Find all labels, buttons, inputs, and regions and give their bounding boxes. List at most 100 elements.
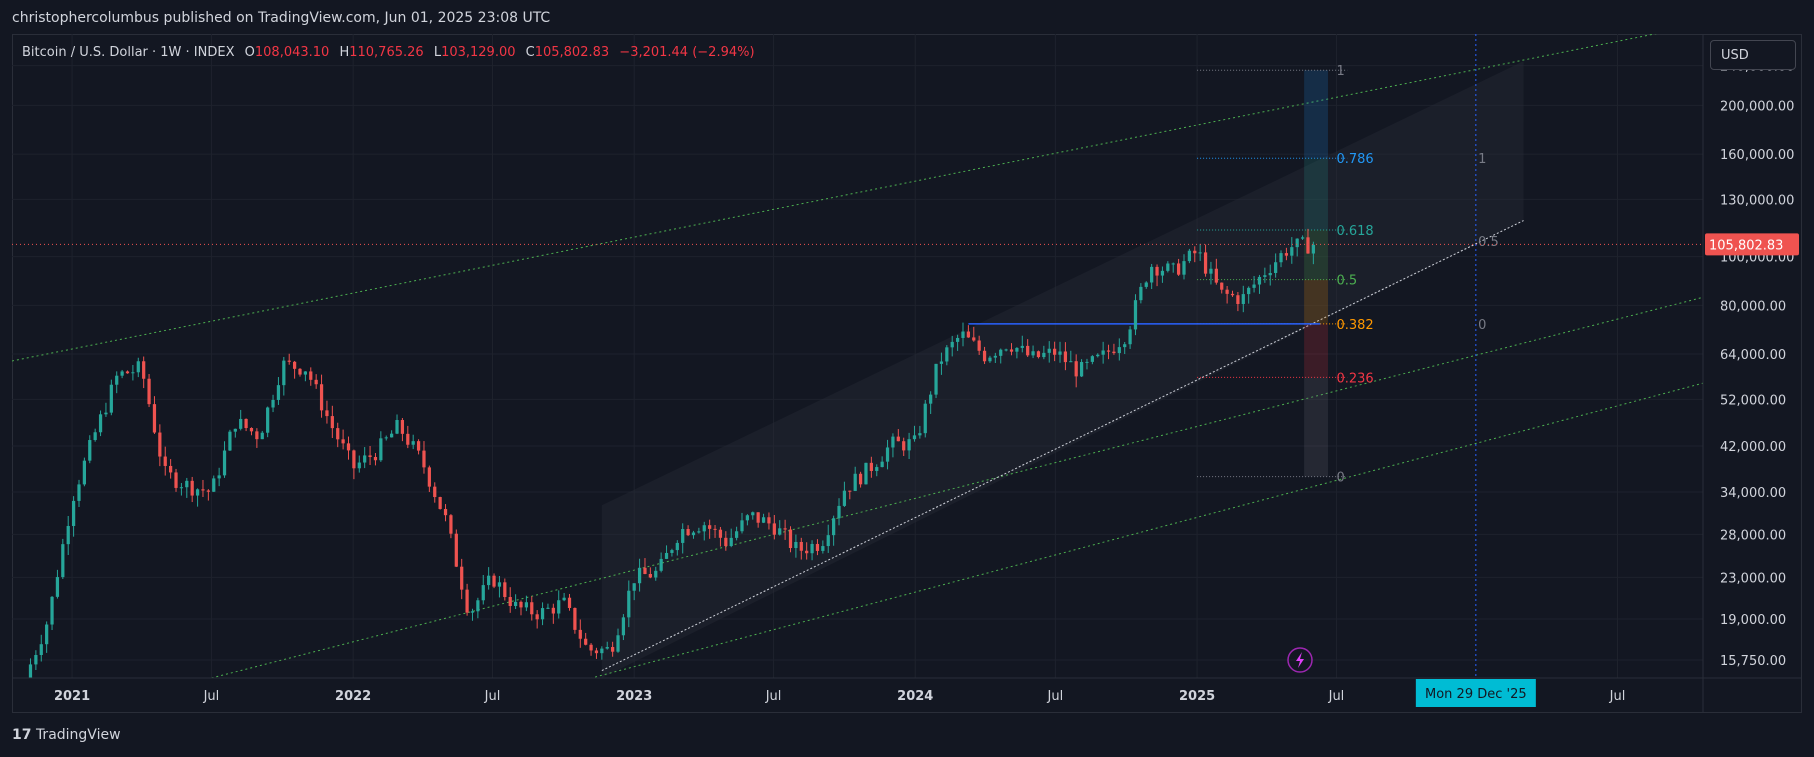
tradingview-logo[interactable]: 𝟭𝟳 TradingView bbox=[12, 727, 121, 743]
candle-body bbox=[1209, 268, 1213, 274]
symbol-name: Bitcoin / U.S. Dollar · 1W · INDEX bbox=[22, 45, 235, 60]
candle-body bbox=[923, 403, 927, 434]
candle-body bbox=[584, 638, 588, 645]
candle-body bbox=[535, 614, 539, 620]
candle-body bbox=[708, 525, 712, 529]
y-tick-label: 160,000.00 bbox=[1720, 148, 1794, 163]
candle-body bbox=[158, 432, 162, 457]
candle-body bbox=[832, 518, 836, 536]
candle-body bbox=[120, 371, 124, 376]
candle-body bbox=[28, 664, 33, 678]
candle-body bbox=[718, 529, 723, 538]
candle-body bbox=[147, 378, 151, 405]
candle-body bbox=[454, 533, 458, 567]
candle-body bbox=[1247, 287, 1251, 295]
candle-body bbox=[125, 371, 130, 374]
candle-body bbox=[309, 371, 313, 380]
candle-body bbox=[71, 500, 76, 526]
candle-body bbox=[271, 399, 275, 408]
candle-body bbox=[287, 360, 291, 362]
candle-body bbox=[131, 372, 135, 374]
high-value: 110,765.26 bbox=[349, 45, 424, 60]
candle-body bbox=[239, 418, 243, 429]
candle-body bbox=[896, 436, 900, 442]
y-tick-label: 15,750.00 bbox=[1720, 654, 1786, 669]
candle-body bbox=[611, 647, 615, 652]
candle-body bbox=[341, 439, 345, 444]
y-tick-label: 200,000.00 bbox=[1720, 99, 1794, 114]
candle-body bbox=[1144, 282, 1148, 287]
candle-body bbox=[1009, 349, 1014, 352]
brand-name: TradingView bbox=[35, 727, 121, 743]
candle-body bbox=[853, 473, 857, 491]
candle-body bbox=[503, 582, 507, 598]
candle-body bbox=[869, 462, 873, 471]
symbol-legend: Bitcoin / U.S. Dollar · 1W · INDEX O108,… bbox=[22, 45, 755, 60]
candle-body bbox=[1106, 350, 1111, 352]
x-tick-label: 2024 bbox=[897, 689, 933, 704]
candle-body bbox=[783, 528, 787, 530]
candle-body bbox=[292, 361, 297, 369]
candle-body bbox=[891, 436, 895, 448]
candle-body bbox=[66, 525, 70, 545]
candle-body bbox=[222, 450, 227, 476]
x-tick-label: Jul bbox=[1047, 689, 1064, 704]
candle-body bbox=[1187, 250, 1192, 262]
fib-zone bbox=[1304, 377, 1328, 477]
candle-body bbox=[627, 590, 631, 618]
candle-body bbox=[573, 607, 577, 630]
candle-body bbox=[907, 439, 911, 451]
candle-body bbox=[492, 575, 496, 587]
candle-body bbox=[1155, 266, 1159, 276]
candle-body bbox=[654, 570, 658, 578]
candle-body bbox=[422, 450, 426, 468]
candle-body bbox=[950, 341, 954, 348]
lightning-icon-bolt bbox=[1296, 652, 1304, 668]
candle-body bbox=[497, 582, 502, 587]
candle-body bbox=[1004, 349, 1008, 351]
candle-body bbox=[821, 546, 825, 551]
candle-body bbox=[185, 480, 189, 488]
candle-body bbox=[982, 350, 987, 362]
candle-body bbox=[826, 535, 830, 547]
candle-body bbox=[1311, 244, 1315, 254]
candle-body bbox=[605, 647, 609, 649]
candle-body bbox=[1069, 361, 1073, 363]
candle-body bbox=[1015, 347, 1019, 352]
candle-body bbox=[837, 505, 841, 519]
candle-body bbox=[34, 654, 38, 665]
candle-body bbox=[616, 635, 620, 652]
published-text: christophercolumbus published on Trading… bbox=[12, 10, 551, 26]
candle-body bbox=[1252, 284, 1256, 288]
candle-body bbox=[336, 428, 340, 440]
candle-body bbox=[1160, 270, 1165, 276]
candle-body bbox=[476, 600, 480, 612]
candle-body bbox=[902, 441, 906, 451]
candle-body bbox=[1241, 294, 1245, 304]
currency-button[interactable]: USD bbox=[1710, 40, 1796, 70]
candle-body bbox=[1279, 253, 1283, 263]
candle-body bbox=[438, 497, 442, 509]
candle-body bbox=[621, 617, 626, 636]
candle-body bbox=[115, 375, 119, 385]
candle-body bbox=[988, 357, 992, 362]
candle-body bbox=[751, 512, 755, 516]
candle-body bbox=[357, 462, 361, 469]
candle-body bbox=[163, 456, 167, 466]
crosshair-date-badge bbox=[1415, 679, 1536, 707]
candle-body bbox=[384, 437, 388, 439]
candle-body bbox=[77, 484, 81, 501]
candle-body bbox=[1026, 345, 1030, 356]
candle-body bbox=[433, 486, 437, 498]
open-label: O bbox=[244, 45, 255, 60]
candle-body bbox=[675, 542, 679, 551]
fib-label: 0.618 bbox=[1336, 224, 1373, 239]
fib-zone bbox=[1304, 323, 1328, 378]
candle-body bbox=[508, 597, 512, 606]
candle-body bbox=[206, 490, 210, 492]
candle-body bbox=[1257, 276, 1262, 285]
candle-body bbox=[1074, 361, 1078, 377]
high-label: H bbox=[339, 45, 350, 60]
candle-body bbox=[142, 361, 146, 379]
